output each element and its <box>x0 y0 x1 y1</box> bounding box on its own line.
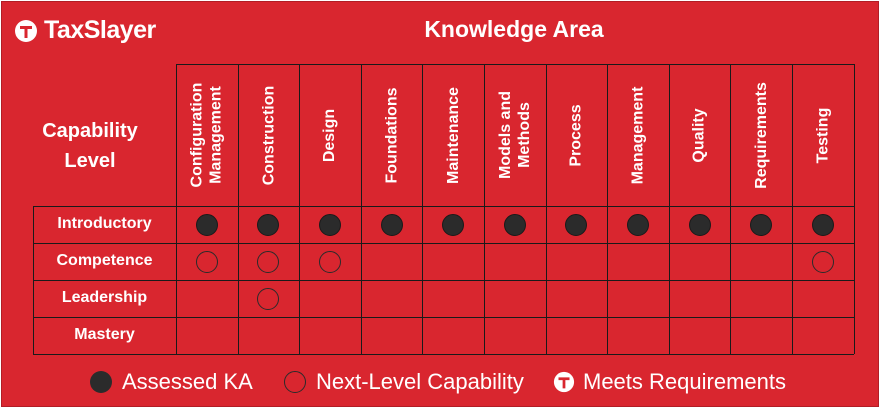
capability-level-line1: Capability <box>42 120 138 142</box>
column-header-line1: Models and <box>496 90 514 180</box>
grid-line <box>33 280 854 281</box>
grid-line <box>299 64 301 354</box>
column-header-line1: Requirements <box>752 81 770 189</box>
column-header-label: Testing <box>813 107 832 163</box>
taxslayer-logo: TaxSlayer <box>14 16 156 45</box>
column-header-label: Foundations <box>382 87 401 183</box>
column-header-label: Maintenance <box>444 87 463 184</box>
legend-next-level-label: Next-Level Capability <box>316 369 524 394</box>
column-header-label: Requirements <box>752 82 771 189</box>
grid-line <box>33 206 854 207</box>
knowledge-area-panel <box>1 1 879 407</box>
row-label: Mastery <box>74 326 135 343</box>
next-level-dot <box>811 250 834 273</box>
grid-line <box>792 64 793 354</box>
row-label: Competence <box>56 252 153 269</box>
column-header-line1: Management <box>629 86 647 184</box>
column-header-line1: Testing <box>814 107 832 163</box>
column-header-label: Models and Methods <box>496 91 534 179</box>
knowledge-area-title: Knowledge Area <box>424 16 604 42</box>
capability-level-line2: Level <box>64 150 116 172</box>
column-header: Testing <box>792 64 854 206</box>
grid-line <box>33 243 854 244</box>
legend-next-level: Next-Level Capability <box>284 369 524 395</box>
capability-level-title: Capability Level <box>40 116 140 176</box>
row-label: Introductory <box>57 215 152 232</box>
grid-line <box>422 64 424 354</box>
taxslayer-logo-icon <box>15 19 37 42</box>
grid-line <box>176 64 177 354</box>
column-header: Process <box>546 64 608 206</box>
grid-line <box>484 64 485 354</box>
assessed-dot <box>503 213 526 236</box>
legend-meets: Meets Requirements <box>553 369 786 395</box>
next-level-dot <box>257 250 280 273</box>
column-header: Quality <box>669 64 731 206</box>
grid-line <box>607 64 609 354</box>
assessed-dot <box>627 213 649 236</box>
column-header-label: Quality <box>690 108 709 162</box>
column-header: Configuration Management <box>176 64 238 206</box>
assessed-dot <box>257 213 280 236</box>
column-header-line1: Construction <box>259 85 277 185</box>
column-header-label: Process <box>567 104 586 166</box>
next-level-dot <box>195 250 218 273</box>
open-circle-icon <box>284 371 306 393</box>
grid-line <box>360 64 362 354</box>
column-header: Design <box>299 64 361 206</box>
column-header: Maintenance <box>422 64 484 206</box>
assessed-dot <box>195 213 218 236</box>
grid-line <box>545 64 547 354</box>
next-level-dot <box>319 250 341 273</box>
grid-line <box>730 64 732 354</box>
column-header-line1: Configuration <box>188 82 206 188</box>
column-header: Models and Methods <box>484 64 546 206</box>
column-header-label: Configuration Management <box>188 83 226 188</box>
column-header-line1: Maintenance <box>444 86 462 184</box>
grid-line <box>237 64 239 354</box>
grid-line <box>33 317 854 318</box>
column-header-line2: Management <box>207 86 225 184</box>
column-header-line1: Foundations <box>383 87 401 183</box>
column-header-line2: Methods <box>515 102 533 168</box>
grid-line <box>853 64 855 354</box>
legend-assessed-label: Assessed KA <box>122 369 253 394</box>
column-header: Construction <box>238 64 300 206</box>
brand-name: TaxSlayer <box>44 16 156 44</box>
column-header-line1: Design <box>321 108 339 162</box>
assessed-dot <box>750 213 773 236</box>
assessed-dot <box>319 213 341 236</box>
taxslayer-logo-icon <box>553 371 575 393</box>
column-header: Foundations <box>361 64 423 206</box>
column-header-line1: Quality <box>691 107 709 163</box>
column-header: Management <box>607 64 669 206</box>
column-header-line1: Process <box>567 103 585 167</box>
legend-assessed: Assessed KA <box>90 369 253 395</box>
grid-line <box>33 354 854 355</box>
assessed-dot <box>442 213 465 236</box>
grid-line <box>33 206 34 354</box>
assessed-dot <box>565 213 588 236</box>
assessed-dot <box>380 213 403 236</box>
filled-circle-icon <box>90 371 112 393</box>
grid-line <box>176 64 854 65</box>
grid-line <box>668 64 670 354</box>
next-level-dot <box>257 287 280 310</box>
column-header-label: Design <box>320 108 339 161</box>
column-header-label: Management <box>628 86 647 184</box>
column-header: Requirements <box>730 64 792 206</box>
row-label: Leadership <box>61 289 148 306</box>
assessed-dot <box>811 213 834 236</box>
assessed-dot <box>688 213 711 236</box>
legend-meets-label: Meets Requirements <box>583 369 786 394</box>
column-header-label: Construction <box>259 85 278 185</box>
